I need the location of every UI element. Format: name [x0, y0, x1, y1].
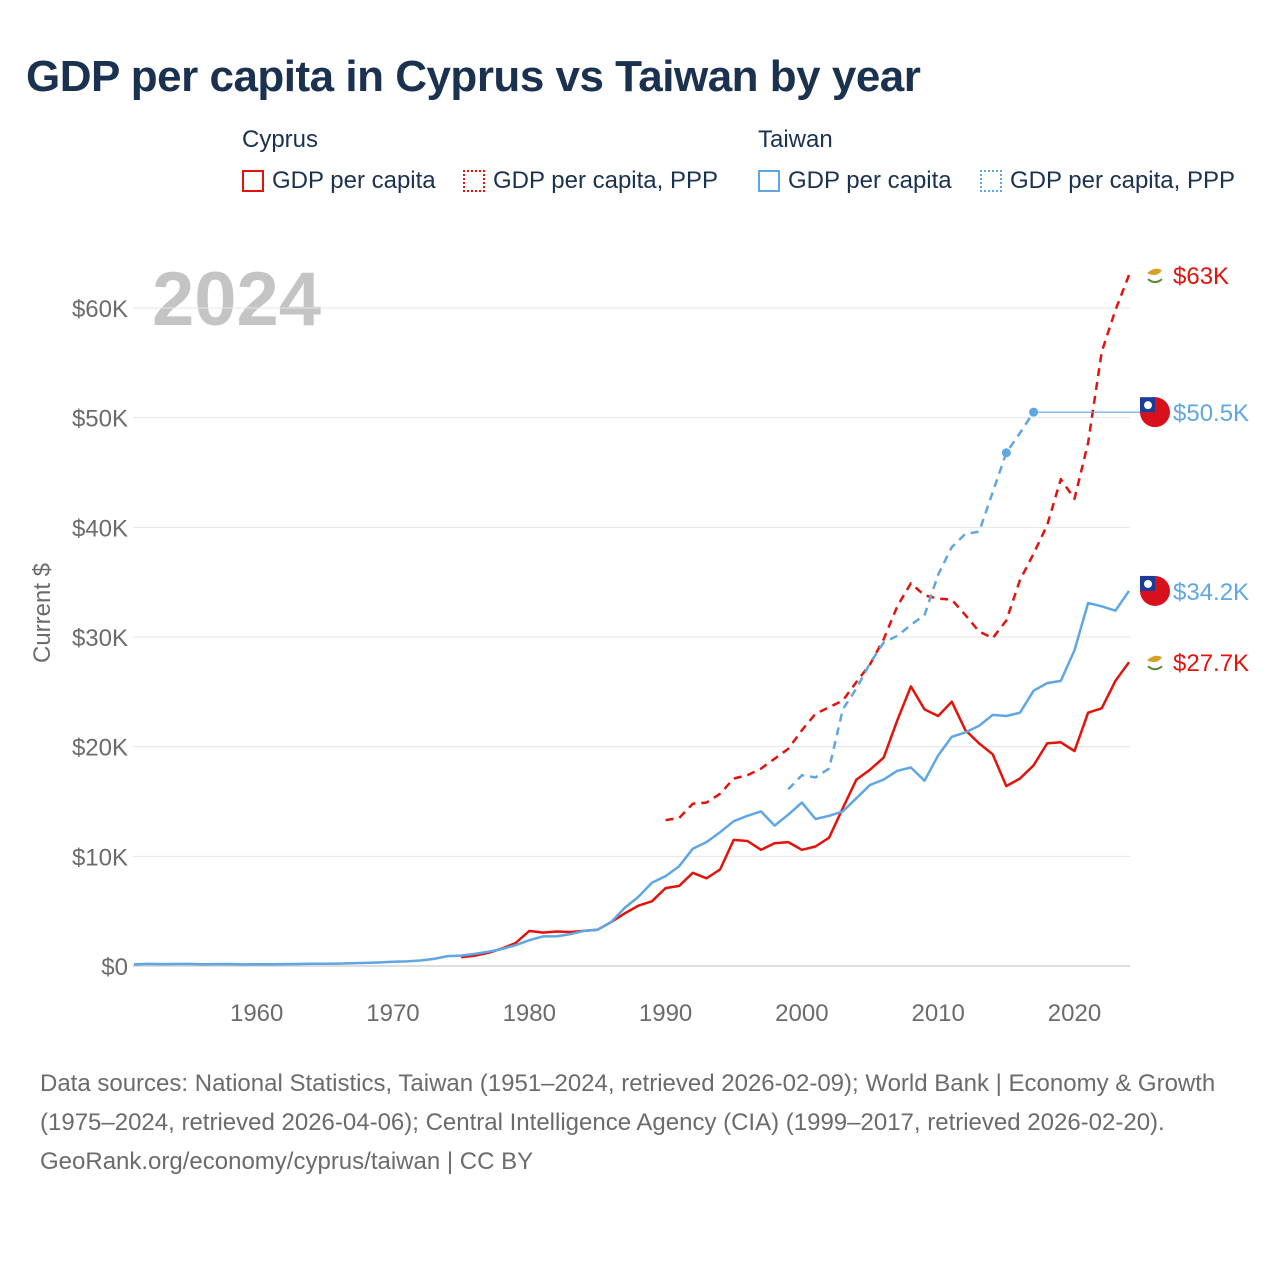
taiwan-flag-icon — [1140, 575, 1170, 606]
line-chart: 2024 $0 $10K $20K $30K $40K $50K $60K 1960 1970 1… — [29, 257, 1249, 1027]
taiwan-gdp-per-capita-pppline — [787, 411, 1035, 791]
legend-label: GDP per capita, PPP — [493, 167, 718, 194]
y-tick-label: $20K — [72, 735, 128, 762]
y-tick-label: $10K — [72, 844, 128, 871]
legend-label: GDP per capita — [272, 167, 436, 194]
cyprus-gdp-per-capitaline — [460, 661, 1131, 959]
data-marker — [1029, 407, 1039, 417]
x-tick-label: 1970 — [366, 1000, 419, 1027]
end-value-label: $34.2K — [1173, 579, 1249, 606]
footer: Data sources: National Statistics, Taiwa… — [40, 1064, 1240, 1181]
taiwan-flag-icon — [1140, 397, 1170, 428]
y-tick-label: $60K — [72, 296, 128, 323]
legend-swatch-solid-red — [242, 170, 264, 192]
y-axis-label: Current $ — [29, 563, 56, 663]
year-watermark: 2024 — [152, 257, 321, 342]
legend-title-cyprus: Cyprus — [242, 126, 319, 153]
y-tick-label: $0 — [101, 954, 128, 981]
data-sources: Data sources: National Statistics, Taiwa… — [40, 1070, 1216, 1136]
end-value-label: $63K — [1173, 263, 1229, 290]
end-value-label: $27.7K — [1173, 650, 1249, 677]
y-tick-label: $30K — [72, 625, 128, 652]
legend-item-taiwan-ppp[interactable]: GDP per capita, PPP — [980, 167, 1235, 195]
cyprus-flag-icon — [1147, 268, 1163, 284]
legend-item-cyprus-gdp[interactable]: GDP per capita — [242, 167, 436, 195]
x-tick-label: 1960 — [230, 1000, 283, 1027]
legend-label: GDP per capita — [788, 167, 952, 194]
legend-title-taiwan: Taiwan — [758, 126, 833, 153]
cyprus-gdp-per-capita-pppline — [665, 274, 1131, 822]
data-marker — [1001, 448, 1011, 458]
x-tick-label: 1990 — [639, 1000, 692, 1027]
legend-swatch-dotted-red — [463, 170, 485, 192]
credit-link[interactable]: GeoRank.org/economy/cyprus/taiwan | CC B… — [40, 1148, 534, 1175]
legend-swatch-solid-blue — [758, 170, 780, 192]
end-value-label: $50.5K — [1173, 400, 1249, 427]
cyprus-flag-icon — [1147, 655, 1163, 671]
chart-title: GDP per capita in Cyprus vs Taiwan by ye… — [26, 52, 921, 101]
taiwan-gdp-per-capitaline — [133, 590, 1131, 966]
legend-label: GDP per capita, PPP — [1010, 167, 1235, 194]
x-tick-label: 2000 — [775, 1000, 828, 1027]
y-tick-label: $40K — [72, 515, 128, 542]
y-tick-label: $50K — [72, 406, 128, 433]
x-tick-label: 1980 — [503, 1000, 556, 1027]
x-tick-label: 2020 — [1048, 1000, 1101, 1027]
legend-item-taiwan-gdp[interactable]: GDP per capita — [758, 167, 952, 195]
legend-swatch-dotted-blue — [980, 170, 1002, 192]
x-tick-label: 2010 — [911, 1000, 964, 1027]
legend-item-cyprus-ppp[interactable]: GDP per capita, PPP — [463, 167, 718, 195]
